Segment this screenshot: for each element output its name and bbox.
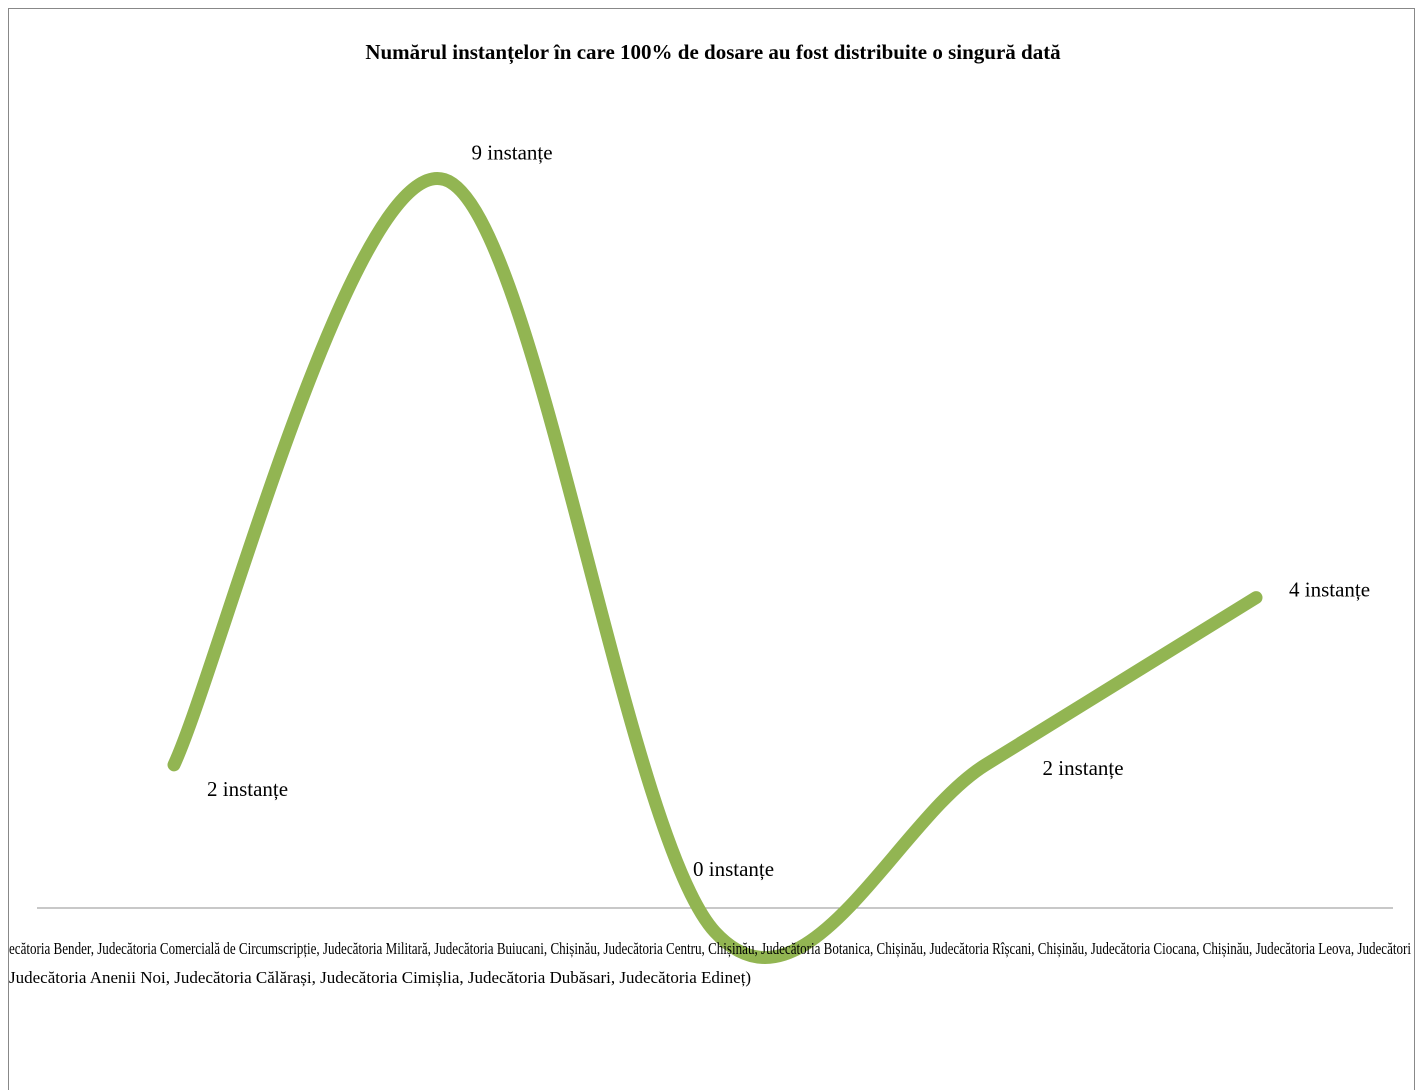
series-line: [167, 172, 1263, 965]
category-label-line-2: Judecătoria Anenii Noi, Judecătoria Călă…: [9, 968, 751, 987]
category-labels: ecătoria Bender, Judecătoria Comercială …: [9, 939, 1411, 987]
line-chart: Numărul instanțelor în care 100% de dosa…: [9, 40, 1411, 987]
data-label: 2 instanțe: [207, 777, 288, 801]
data-label: 2 instanțe: [1043, 756, 1124, 780]
chart-title: Numărul instanțelor în care 100% de dosa…: [365, 40, 1061, 65]
data-labels: 2 instanțe 9 instanțe 0 instanțe 2 instanțe…: [207, 141, 1370, 881]
data-label: 9 instanțe: [472, 141, 553, 165]
category-label-line-1: ecătoria Bender, Judecătoria Comercială …: [9, 939, 1411, 958]
chart-frame: Numărul instanțelor în care 100% de dosa…: [8, 8, 1415, 1090]
data-label: 4 instanțe: [1289, 578, 1370, 602]
data-label: 0 instanțe: [693, 857, 774, 881]
